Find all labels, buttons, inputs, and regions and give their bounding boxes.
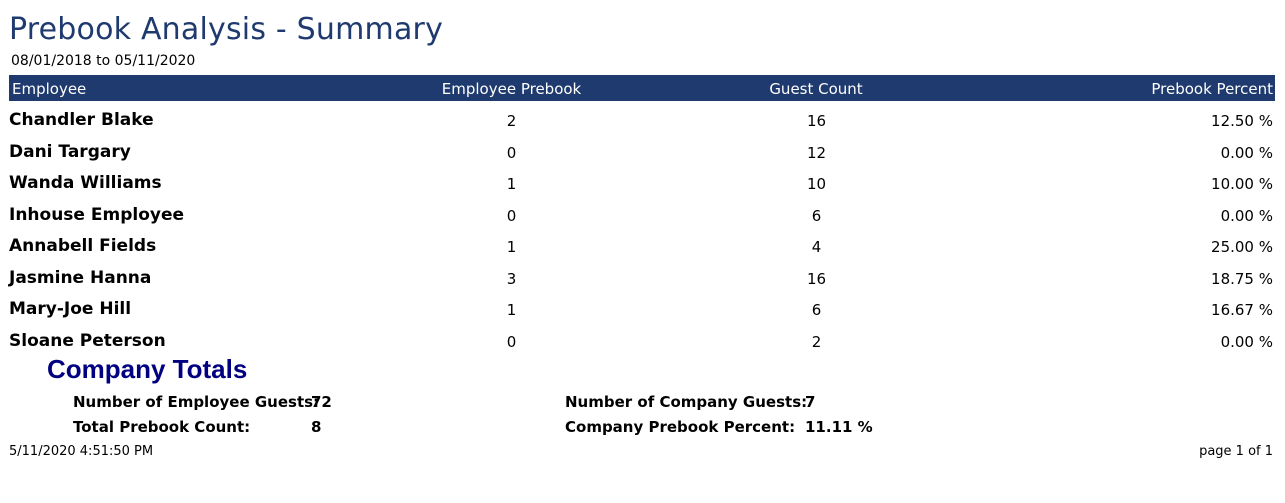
guest-count: 10 [806, 175, 827, 193]
header-prebook-percent: Prebook Percent [1151, 80, 1273, 98]
employee-name: Wanda Williams [9, 173, 162, 193]
company-guests-label: Number of Company Guests: [565, 393, 808, 411]
prebook-percent: 0.00 % [1220, 207, 1273, 225]
page-indicator: page 1 of 1 [1199, 444, 1273, 459]
guest-count: 16 [806, 270, 827, 288]
table-row: Mary-Joe Hill 1 6 16.67 % [9, 295, 1275, 325]
employee-name: Annabell Fields [9, 236, 157, 256]
company-guests-value: 7 [805, 393, 816, 411]
prebook-count: 3 [506, 270, 517, 288]
employee-guests-label: Number of Employee Guests: [73, 393, 320, 411]
report-title: Prebook Analysis - Summary [9, 12, 444, 47]
company-percent-value: 11.11 % [805, 418, 873, 436]
employee-guests-value: 72 [311, 393, 332, 411]
prebook-percent: 0.00 % [1220, 333, 1273, 351]
prebook-count: 1 [506, 175, 517, 193]
prebook-count: 0 [506, 333, 517, 351]
employee-name: Sloane Peterson [9, 331, 166, 351]
total-prebook-value: 8 [311, 418, 322, 436]
report-timestamp: 5/11/2020 4:51:50 PM [9, 444, 154, 459]
guest-count: 12 [806, 144, 827, 162]
table-row: Inhouse Employee 0 6 0.00 % [9, 201, 1275, 231]
guest-count: 6 [811, 301, 822, 319]
date-range: 08/01/2018 to 05/11/2020 [11, 53, 196, 69]
employee-name: Inhouse Employee [9, 205, 185, 225]
table-row: Dani Targary 0 12 0.00 % [9, 138, 1275, 168]
prebook-percent: 18.75 % [1211, 270, 1273, 288]
prebook-percent: 0.00 % [1220, 144, 1273, 162]
table-row: Annabell Fields 1 4 25.00 % [9, 232, 1275, 262]
prebook-count: 0 [506, 144, 517, 162]
prebook-count: 1 [506, 238, 517, 256]
total-prebook-label: Total Prebook Count: [73, 418, 251, 436]
table-row: Wanda Williams 1 10 10.00 % [9, 169, 1275, 199]
guest-count: 6 [811, 207, 822, 225]
header-employee: Employee [12, 80, 87, 98]
prebook-count: 2 [506, 112, 517, 130]
employee-name: Chandler Blake [9, 110, 154, 130]
guest-count: 2 [811, 333, 822, 351]
table-row: Sloane Peterson 0 2 0.00 % [9, 327, 1275, 357]
table-header: Employee Employee Prebook Count Guest Co… [9, 75, 1275, 116]
prebook-percent: 16.67 % [1211, 301, 1273, 319]
header-guest-count: Guest Count [769, 80, 863, 98]
prebook-percent: 10.00 % [1211, 175, 1273, 193]
company-percent-label: Company Prebook Percent: [565, 418, 796, 436]
prebook-count: 0 [506, 207, 517, 225]
header-prebook-count: Employee Prebook Count [441, 80, 582, 116]
prebook-percent: 25.00 % [1211, 238, 1273, 256]
employee-name: Mary-Joe Hill [9, 299, 132, 319]
guest-count: 16 [806, 112, 827, 130]
guest-count: 4 [811, 238, 822, 256]
table-row: Chandler Blake 2 16 12.50 % [9, 106, 1275, 136]
company-totals-heading: Company Totals [47, 354, 248, 384]
table-row: Jasmine Hanna 3 16 18.75 % [9, 264, 1275, 294]
employee-name: Jasmine Hanna [9, 268, 152, 288]
prebook-count: 1 [506, 301, 517, 319]
prebook-percent: 12.50 % [1211, 112, 1273, 130]
employee-name: Dani Targary [9, 142, 131, 162]
